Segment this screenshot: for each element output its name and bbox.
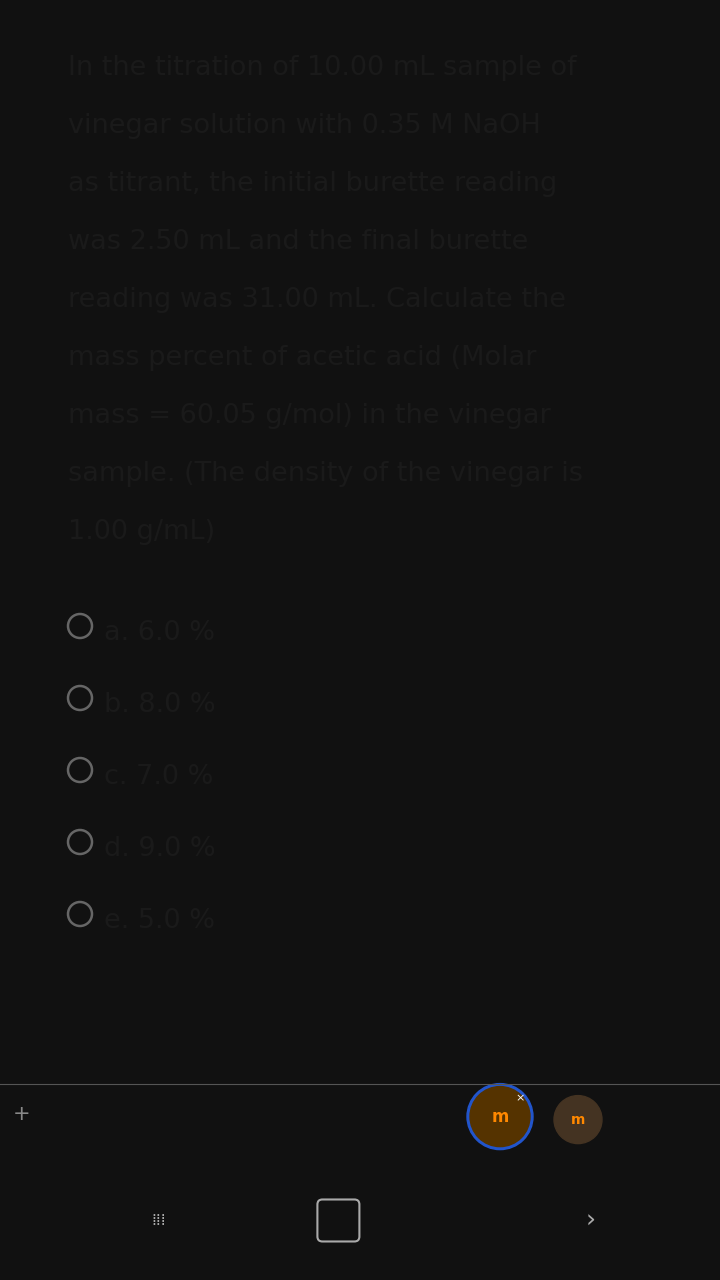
- Text: was 2.50 mL and the final burette: was 2.50 mL and the final burette: [68, 229, 528, 255]
- Text: m: m: [491, 1107, 509, 1125]
- Text: In the titration of 10.00 mL sample of: In the titration of 10.00 mL sample of: [68, 55, 577, 81]
- Text: ×: ×: [516, 1093, 525, 1103]
- Text: as titrant, the initial burette reading: as titrant, the initial burette reading: [68, 172, 557, 197]
- Text: mass percent of acetic acid (Molar: mass percent of acetic acid (Molar: [68, 346, 536, 371]
- Text: a. 6.0 %: a. 6.0 %: [104, 620, 215, 646]
- Text: reading was 31.00 mL. Calculate the: reading was 31.00 mL. Calculate the: [68, 287, 566, 314]
- Text: b. 8.0 %: b. 8.0 %: [104, 692, 215, 718]
- Text: ›: ›: [585, 1208, 595, 1233]
- Text: d. 9.0 %: d. 9.0 %: [104, 836, 215, 861]
- Text: c. 7.0 %: c. 7.0 %: [104, 764, 213, 790]
- Text: ⁞⁞⁞: ⁞⁞⁞: [151, 1213, 166, 1228]
- Text: e. 5.0 %: e. 5.0 %: [104, 908, 215, 934]
- Text: sample. (The density of the vinegar is: sample. (The density of the vinegar is: [68, 461, 583, 486]
- Text: m: m: [571, 1112, 585, 1126]
- Text: 1.00 g/mL): 1.00 g/mL): [68, 518, 215, 545]
- Circle shape: [554, 1096, 602, 1143]
- Circle shape: [467, 1084, 533, 1149]
- Circle shape: [470, 1087, 530, 1147]
- Text: mass = 60.05 g/mol) in the vinegar: mass = 60.05 g/mol) in the vinegar: [68, 403, 551, 429]
- Text: +: +: [13, 1103, 31, 1124]
- Text: vinegar solution with 0.35 M NaOH: vinegar solution with 0.35 M NaOH: [68, 113, 541, 140]
